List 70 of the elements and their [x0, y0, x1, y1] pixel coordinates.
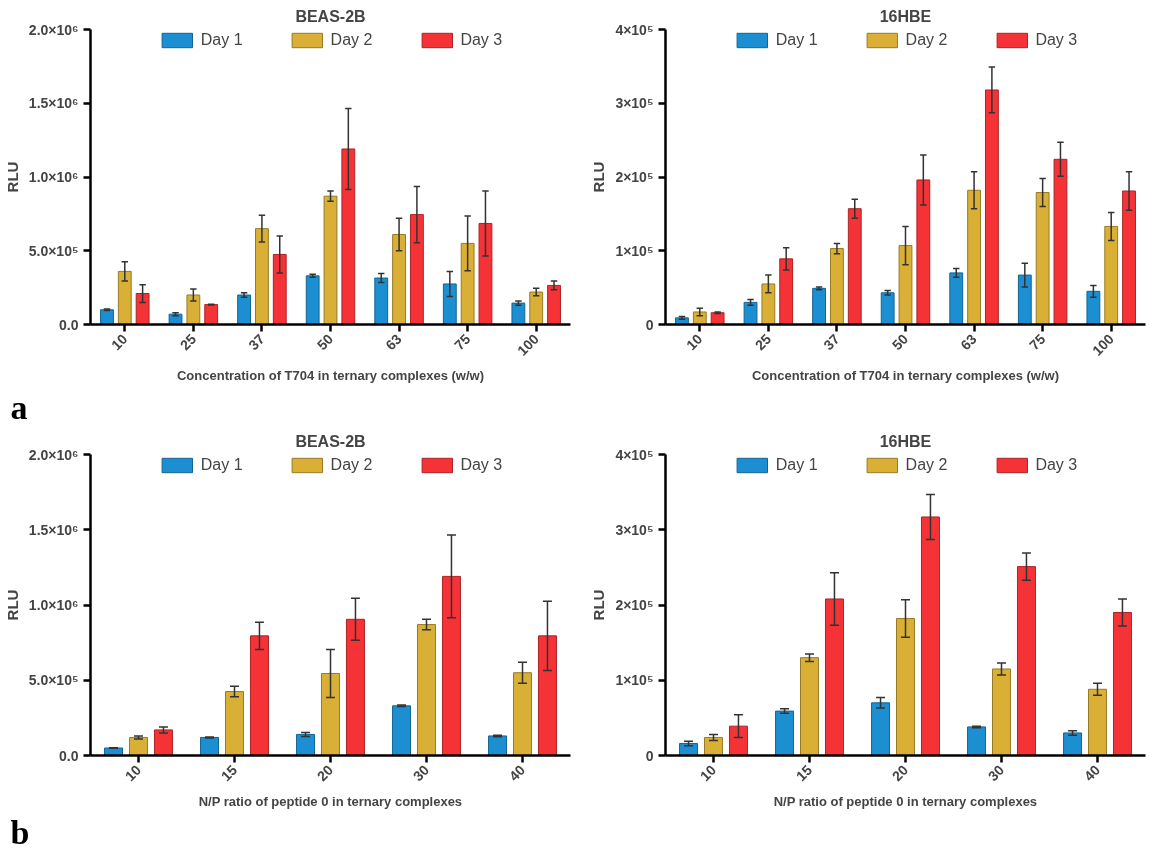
y-tick-label: 5.0×10⁵ — [28, 672, 79, 689]
x-tick-label: 30 — [409, 761, 433, 785]
y-tick-label: 1.0×10⁶ — [28, 597, 79, 613]
x-tick-label: 30 — [984, 761, 1008, 785]
x-tick-label: 10 — [108, 330, 131, 354]
y-tick-label: 1.0×10⁶ — [28, 169, 79, 185]
x-tick-label: 50 — [313, 330, 337, 354]
x-tick-label: 50 — [888, 330, 912, 354]
x-tick-label: 75 — [450, 330, 474, 354]
x-tick-label: 20 — [888, 761, 912, 785]
x-tick-label: 40 — [1080, 761, 1104, 785]
x-tick-label: 100 — [514, 330, 543, 359]
y-tick-label: 0.0 — [59, 747, 79, 764]
legend-label: Day 2 — [330, 456, 373, 474]
legend-label: Day 1 — [775, 456, 818, 474]
x-tick-label: 37 — [245, 330, 268, 354]
y-tick-label: 3×10⁵ — [615, 95, 654, 112]
legend-label: Day 1 — [200, 31, 243, 49]
x-axis-title: N/P ratio of peptide 0 in ternary complexes — [198, 793, 463, 809]
y-tick-label: 2×10⁵ — [615, 169, 654, 185]
x-tick-label: 25 — [176, 330, 200, 354]
x-axis-title: Concentration of T704 in ternary complexes (w/w) — [751, 368, 1060, 384]
y-tick-label: 1.5×10⁶ — [28, 95, 79, 112]
text: a — [10, 388, 28, 426]
legend-label: Day 1 — [200, 456, 243, 474]
legend-label: Day 2 — [330, 31, 373, 49]
x-tick-label: 25 — [751, 330, 775, 354]
y-tick-label: 1×10⁵ — [615, 672, 654, 689]
legend-label: Day 3 — [1035, 456, 1078, 474]
y-tick-label: 4×10⁵ — [615, 21, 654, 38]
y-tick-label: 2.0×10⁶ — [28, 21, 79, 38]
x-tick-label: 63 — [957, 330, 980, 354]
y-axis-title: RLU — [590, 589, 608, 621]
y-tick-label: 4×10⁵ — [615, 446, 654, 463]
x-tick-label: 10 — [121, 761, 145, 785]
x-tick-label: 20 — [313, 761, 337, 785]
y-tick-label: 2.0×10⁶ — [28, 446, 79, 463]
x-tick-label: 40 — [505, 761, 529, 785]
x-tick-label: 75 — [1025, 330, 1049, 354]
y-tick-label: 1×10⁵ — [615, 242, 654, 259]
y-tick-label: 2×10⁵ — [615, 597, 654, 613]
x-axis-title: Concentration of T704 in ternary complexes (w/w) — [176, 368, 485, 384]
x-tick-label: 63 — [382, 330, 405, 354]
legend-label: Day 2 — [905, 456, 948, 474]
x-tick-label: 100 — [1089, 330, 1118, 359]
y-tick-label: 0 — [645, 747, 654, 764]
x-tick-label: 37 — [820, 330, 843, 354]
x-axis-title: N/P ratio of peptide 0 in ternary complexes — [773, 793, 1038, 809]
y-tick-label: 1.5×10⁶ — [28, 521, 79, 538]
chart-title: 16HBE — [879, 7, 932, 25]
y-tick-label: 0 — [645, 316, 654, 333]
legend-label: Day 3 — [1035, 31, 1078, 49]
text: b — [10, 813, 30, 851]
x-tick-label: 15 — [217, 761, 241, 785]
chart-title: BEAS-2B — [295, 432, 366, 450]
legend-label: Day 3 — [460, 456, 503, 474]
chart-title: BEAS-2B — [295, 7, 366, 25]
x-tick-label: 10 — [696, 761, 720, 785]
y-tick-label: 3×10⁵ — [615, 521, 654, 538]
y-axis-title: RLU — [590, 161, 608, 193]
y-axis-title: RLU — [3, 589, 21, 621]
legend-label: Day 2 — [905, 31, 948, 49]
legend-label: Day 3 — [460, 31, 503, 49]
chart-title: 16HBE — [879, 432, 932, 450]
x-tick-label: 10 — [683, 330, 706, 354]
legend-label: Day 1 — [775, 31, 818, 49]
y-tick-label: 5.0×10⁵ — [28, 242, 79, 259]
y-axis-title: RLU — [3, 161, 21, 193]
x-tick-label: 15 — [792, 761, 816, 785]
y-tick-label: 0.0 — [59, 316, 79, 333]
